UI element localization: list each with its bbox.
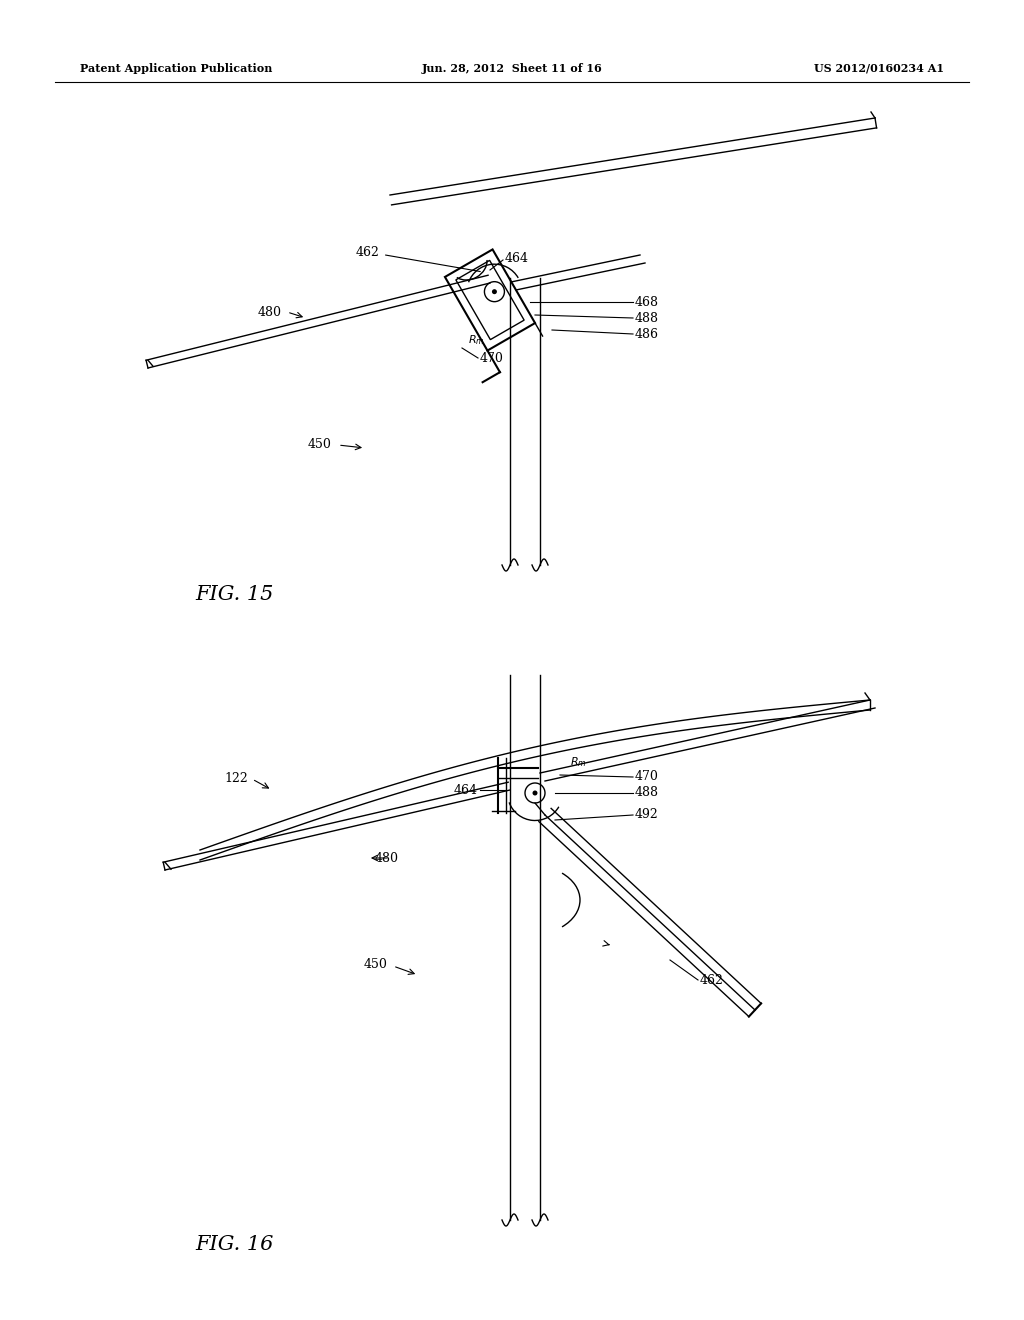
Text: 480: 480 xyxy=(375,851,399,865)
Text: 464: 464 xyxy=(454,784,478,796)
Text: 486: 486 xyxy=(635,327,659,341)
Text: 122: 122 xyxy=(224,771,248,784)
Text: 480: 480 xyxy=(258,305,282,318)
Text: 450: 450 xyxy=(365,958,388,972)
Circle shape xyxy=(532,791,538,796)
Text: 468: 468 xyxy=(635,296,659,309)
Text: $R_m$: $R_m$ xyxy=(570,755,587,768)
Text: 450: 450 xyxy=(308,438,332,451)
Text: 470: 470 xyxy=(635,771,658,784)
Circle shape xyxy=(492,289,497,294)
Text: Patent Application Publication: Patent Application Publication xyxy=(80,62,272,74)
Text: $R_m$: $R_m$ xyxy=(468,333,484,347)
Text: 488: 488 xyxy=(635,787,659,800)
Text: 464: 464 xyxy=(505,252,529,264)
Text: 462: 462 xyxy=(356,246,480,272)
Text: 492: 492 xyxy=(635,808,658,821)
Text: 470: 470 xyxy=(480,351,504,364)
Text: FIG. 15: FIG. 15 xyxy=(195,586,273,605)
Text: US 2012/0160234 A1: US 2012/0160234 A1 xyxy=(814,62,944,74)
Text: 462: 462 xyxy=(700,974,724,986)
Text: Jun. 28, 2012  Sheet 11 of 16: Jun. 28, 2012 Sheet 11 of 16 xyxy=(422,62,602,74)
Text: 488: 488 xyxy=(635,312,659,325)
Text: FIG. 16: FIG. 16 xyxy=(195,1236,273,1254)
